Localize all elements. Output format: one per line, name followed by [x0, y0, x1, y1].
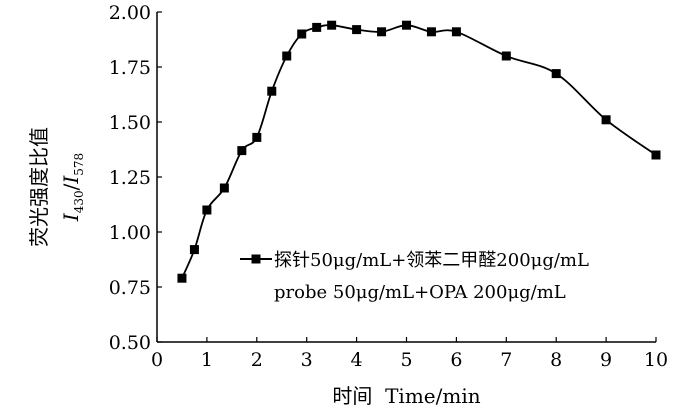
data-point	[312, 22, 322, 32]
data-point	[202, 205, 212, 215]
y-tick-label: 1.50	[109, 112, 151, 134]
data-point	[402, 20, 411, 30]
data-point	[426, 27, 436, 37]
data-point	[237, 146, 247, 156]
data-point	[297, 29, 307, 39]
data-point	[651, 150, 661, 160]
series	[177, 20, 661, 283]
data-point	[267, 86, 277, 96]
y-tick-label: 0.75	[109, 277, 151, 299]
data-point	[352, 25, 362, 35]
data-point	[282, 51, 292, 61]
y-tick-label: 1.75	[109, 57, 151, 79]
x-tick-label: 8	[550, 349, 562, 371]
y-axis-title: 荧光强度比值 I430/I578	[27, 127, 86, 247]
legend-label-cn: 探针50μg/mL+领苯二甲醛200μg/mL	[274, 250, 589, 271]
x-tick-label: 2	[251, 349, 263, 371]
data-point	[451, 27, 461, 37]
series-line	[181, 24, 657, 279]
y-axis-title-ratio: I430/I578	[59, 153, 86, 222]
data-point	[219, 183, 229, 193]
y-tick-label: 1.00	[109, 222, 151, 244]
y-axis-title-i2: I	[59, 175, 83, 185]
x-tick-label: 0	[151, 349, 163, 371]
legend: 探针50μg/mL+领苯二甲醛200μg/mL probe 50μg/mL+OP…	[240, 250, 589, 303]
legend-label-en: probe 50μg/mL+OPA 200μg/mL	[274, 282, 566, 303]
y-axis-title-sep: /	[59, 183, 83, 190]
x-axis-title: 时间 Time/min	[332, 384, 480, 408]
data-point	[177, 273, 187, 283]
data-point	[252, 132, 262, 142]
data-point	[551, 69, 561, 79]
data-point	[189, 245, 199, 255]
y-axis-title-sub2: 578	[72, 153, 86, 176]
x-tick-label: 3	[301, 349, 313, 371]
x-tick-label: 9	[600, 349, 612, 371]
data-point	[501, 51, 511, 61]
legend-marker	[251, 254, 261, 264]
x-tick-label: 7	[500, 349, 512, 371]
y-axis-title-cn: 荧光强度比值	[27, 127, 51, 247]
x-tick-label: 6	[450, 349, 462, 371]
tick-labels: 0 1 2 3 4 5 6 7 8 9 10 0.50 0.75 1.00 1.25 1.50 1.75 2.00	[109, 2, 668, 371]
data-point	[377, 27, 387, 37]
y-tick-label: 0.50	[109, 332, 151, 354]
axes	[156, 11, 657, 343]
data-point	[327, 20, 337, 30]
x-tick-label: 5	[400, 349, 412, 371]
y-tick-label: 2.00	[109, 2, 151, 24]
y-axis-title-sub1: 430	[72, 190, 86, 213]
y-tick-label: 1.25	[109, 167, 151, 189]
data-point	[601, 115, 611, 125]
x-tick-label: 1	[201, 349, 213, 371]
y-axis-title-i1: I	[59, 212, 83, 222]
x-tick-label: 10	[644, 349, 668, 371]
x-tick-label: 4	[351, 349, 363, 371]
